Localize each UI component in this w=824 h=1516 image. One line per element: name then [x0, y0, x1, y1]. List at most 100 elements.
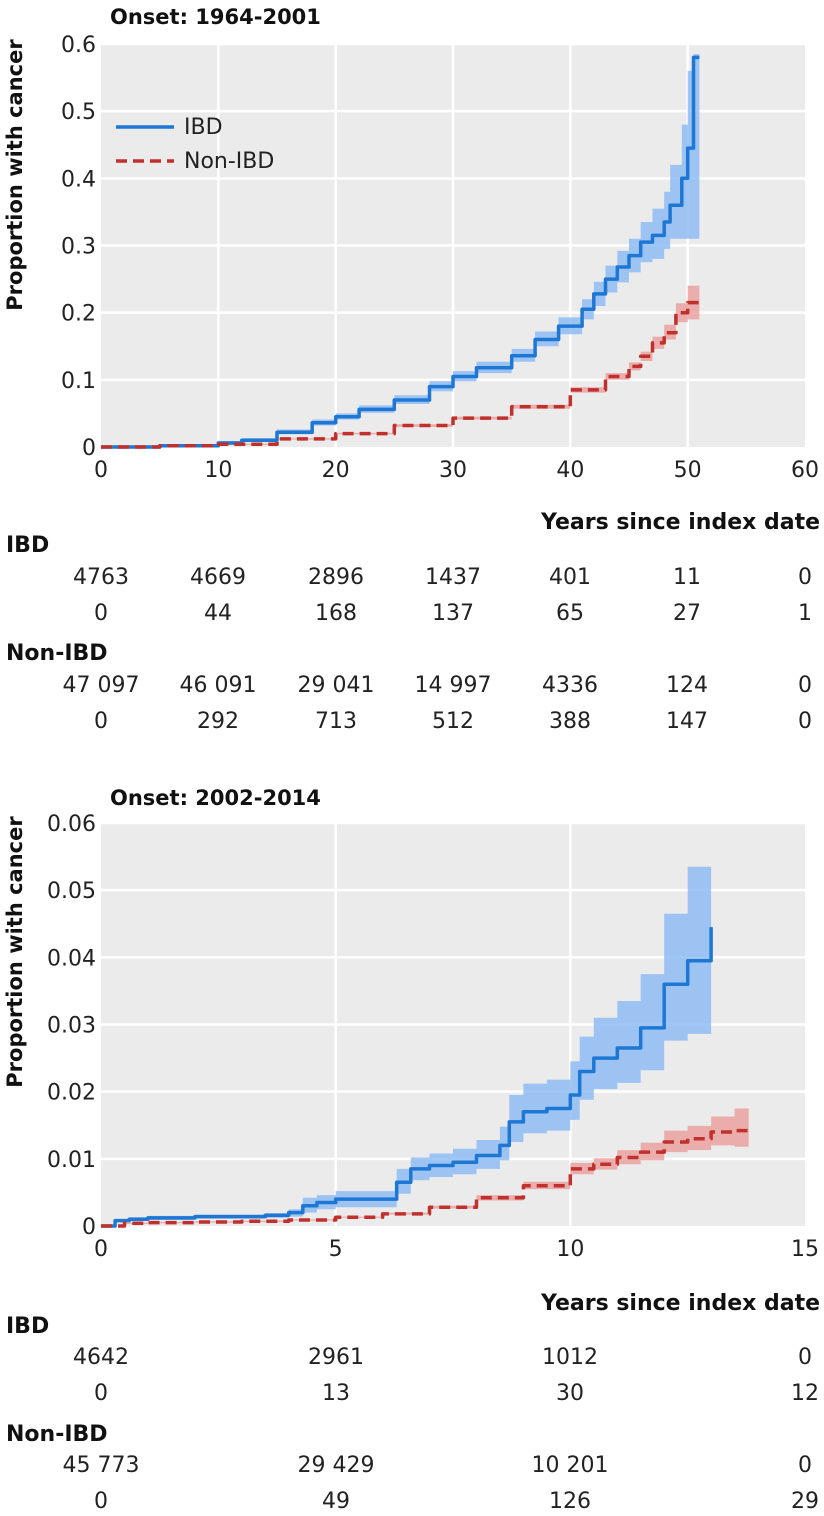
series-lines: [101, 927, 749, 1228]
ibd-confidence-band: [101, 819, 712, 1226]
risk-table-cell: 512: [432, 709, 474, 734]
x-tick-label: 60: [791, 458, 819, 483]
risk-group-label: IBD: [6, 533, 49, 558]
gridlines: [101, 42, 805, 447]
risk-table-cell: 10 201: [532, 1453, 609, 1478]
series-lines: [101, 55, 700, 449]
panel-title: Onset: 2002-2014: [110, 786, 321, 810]
x-tick-label: 20: [322, 458, 350, 483]
risk-table-cell: 2961: [308, 1345, 364, 1370]
risk-table-cell: 46 091: [180, 673, 257, 698]
risk-table-cell: 29 429: [298, 1453, 375, 1478]
risk-table-cell: 1437: [425, 565, 481, 590]
risk-table-cell: 4642: [73, 1345, 129, 1370]
confidence-bands: [101, 819, 749, 1226]
y-tick-label: 0: [82, 436, 96, 461]
risk-table-cell: 47 097: [63, 673, 140, 698]
panel-title: Onset: 1964-2001: [110, 5, 321, 29]
y-tick-labels: 0 0.01 0.02 0.03 0.04 0.05 0.06: [47, 812, 96, 1240]
panel-onset-1964-2001: 00.10.20.30.40.50.6 0 10 20 30 40 50 60 Onset:…: [3, 5, 820, 734]
risk-table-cell: 137: [432, 601, 474, 626]
risk-table-cell: 1: [798, 601, 812, 626]
x-tick-labels: 0 10 20 30 40 50 60: [94, 458, 819, 483]
x-tick-label: 15: [791, 1237, 819, 1262]
risk-table-cell: 168: [315, 601, 357, 626]
risk-table-cell: 0: [798, 1453, 812, 1478]
risk-table-cell: 292: [197, 709, 239, 734]
risk-table-cell: 1012: [542, 1345, 598, 1370]
y-tick-label: 0.6: [61, 33, 96, 58]
y-tick-labels: 0 0.1 0.2 0.3 0.4 0.5 0.6: [61, 33, 96, 461]
risk-table-cell: 0: [798, 673, 812, 698]
x-axis-label: Years since index date: [540, 510, 820, 535]
risk-table-cell: 2896: [308, 565, 364, 590]
non-ibd-series-line: [101, 300, 700, 449]
x-tick-label: 0: [94, 1237, 108, 1262]
y-tick-label: 0.02: [47, 1081, 96, 1106]
y-tick-label: 0.2: [61, 302, 96, 327]
ibd-series-line: [101, 55, 700, 449]
risk-table-cell: 388: [549, 709, 591, 734]
x-tick-label: 50: [674, 458, 702, 483]
x-tick-label: 10: [556, 1237, 584, 1262]
risk-table-cell: 0: [94, 709, 108, 734]
x-tick-label: 0: [94, 458, 108, 483]
x-tick-labels: 0 5 10 15: [94, 1237, 819, 1262]
non-ibd-confidence-band: [101, 285, 700, 447]
x-tick-label: 10: [204, 458, 232, 483]
risk-table-cell: 0: [94, 1381, 108, 1406]
risk-table-cell: 124: [666, 673, 708, 698]
risk-table-cell: 0: [94, 1489, 108, 1514]
risk-table-cell: 29 041: [298, 673, 375, 698]
ibd-series-line: [101, 927, 713, 1228]
panel-onset-2002-2014: 0 0.01 0.02 0.03 0.04 0.05 0.06 0 5 10 15 Onset: …: [3, 786, 820, 1514]
risk-table-cell: 12: [791, 1381, 819, 1406]
risk-group-label: IBD: [6, 1314, 49, 1339]
risk-table-cell: 30: [556, 1381, 584, 1406]
risk-table-cell: 0: [798, 565, 812, 590]
y-tick-label: 0.06: [47, 812, 96, 837]
y-tick-label: 0.04: [47, 946, 96, 971]
risk-table-cell: 126: [549, 1489, 591, 1514]
y-tick-label: 0.03: [47, 1014, 96, 1039]
risk-table: IBD 4763 4669 2896 1437 401 11 0 0 44 168 137 65 27 1 N…: [6, 533, 812, 734]
risk-table-cell: 29: [791, 1489, 819, 1514]
risk-table-cell: 0: [94, 601, 108, 626]
risk-table-cell: 0: [798, 1345, 812, 1370]
risk-table-cell: 11: [673, 565, 701, 590]
y-tick-label: 0.4: [61, 167, 96, 192]
risk-table-cell: 45 773: [63, 1453, 140, 1478]
risk-table-cell: 44: [204, 601, 232, 626]
risk-table-cell: 713: [315, 709, 357, 734]
risk-table-cell: 4763: [73, 565, 129, 590]
y-axis-label: Proportion with cancer: [3, 816, 27, 1088]
risk-table-cell: 27: [673, 601, 701, 626]
risk-table-cell: 401: [549, 565, 591, 590]
y-tick-label: 0.05: [47, 879, 96, 904]
y-axis-label: Proportion with cancer: [3, 39, 27, 311]
x-tick-label: 30: [439, 458, 467, 483]
x-tick-label: 5: [329, 1237, 343, 1262]
y-tick-label: 0.01: [47, 1148, 96, 1173]
risk-table-cell: 0: [798, 709, 812, 734]
risk-table-cell: 147: [666, 709, 708, 734]
risk-group-label: Non-IBD: [6, 641, 108, 666]
y-tick-label: 0.3: [61, 235, 96, 260]
risk-table-cell: 49: [322, 1489, 350, 1514]
legend-non-ibd-label: Non-IBD: [184, 149, 274, 174]
risk-table-cell: 13: [322, 1381, 350, 1406]
y-tick-label: 0: [82, 1215, 96, 1240]
risk-table-cell: 4336: [542, 673, 598, 698]
risk-table: IBD 4642 2961 1012 0 0 13 30 12 Non-IBD 45 773 29 4…: [6, 1314, 819, 1514]
legend: IBD Non-IBD: [116, 115, 274, 174]
risk-group-label: Non-IBD: [6, 1422, 108, 1447]
risk-table-cell: 14 997: [415, 673, 492, 698]
y-tick-label: 0.1: [61, 369, 96, 394]
y-tick-label: 0.5: [61, 100, 96, 125]
risk-table-cell: 4669: [190, 565, 246, 590]
x-tick-label: 40: [556, 458, 584, 483]
risk-table-cell: 65: [556, 601, 584, 626]
legend-ibd-label: IBD: [184, 115, 223, 140]
x-axis-label: Years since index date: [540, 1291, 820, 1316]
